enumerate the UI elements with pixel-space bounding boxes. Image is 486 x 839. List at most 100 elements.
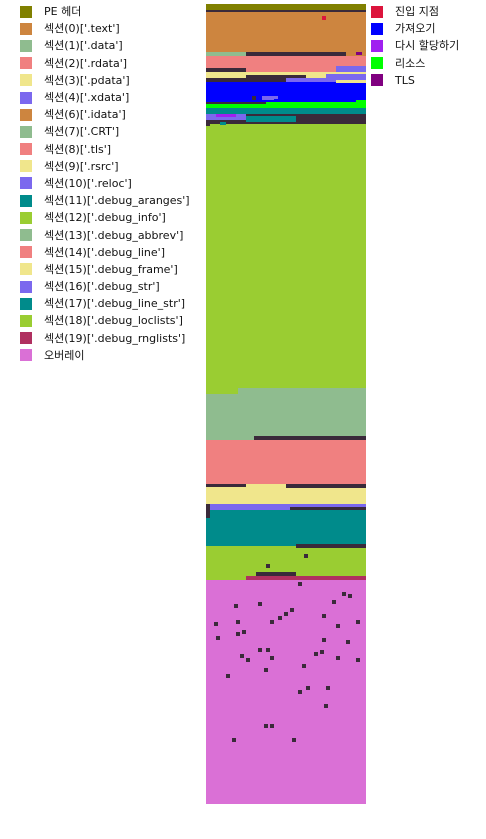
section-legend-item: 섹션(6)['.idata']	[20, 106, 190, 123]
byte-mark	[336, 624, 340, 628]
byte-mark	[266, 648, 270, 652]
legend-label: 진입 지점	[395, 5, 439, 19]
section-legend-item: 섹션(19)['.debug_rnglists']	[20, 330, 190, 347]
byte-mark	[290, 608, 294, 612]
detail-strip	[326, 74, 366, 78]
byte-mark	[258, 648, 262, 652]
byte-mark	[298, 690, 302, 694]
detail-strip	[206, 96, 286, 99]
color-swatch	[371, 57, 383, 70]
color-swatch	[20, 57, 32, 70]
legend-label: TLS	[395, 73, 415, 87]
section-legend-item: 섹션(12)['.debug_info']	[20, 209, 190, 226]
section-legend-item: 섹션(13)['.debug_abbrev']	[20, 226, 190, 243]
byte-mark	[304, 554, 308, 558]
section-legend-item: 섹션(4)['.xdata']	[20, 89, 190, 106]
detail-strip	[206, 10, 366, 12]
section-legend-item: 섹션(17)['.debug_line_str']	[20, 295, 190, 312]
detail-strip	[336, 66, 366, 72]
byte-mark	[270, 620, 274, 624]
byte-mark	[246, 658, 250, 662]
entry-point-marker	[322, 16, 326, 20]
debug-str-band	[206, 504, 366, 510]
byte-mark	[242, 630, 246, 634]
color-swatch	[20, 177, 32, 190]
detail-strip	[206, 504, 210, 518]
byte-mark	[214, 622, 218, 626]
section-legend-item: PE 헤더	[20, 3, 190, 20]
color-swatch	[20, 314, 32, 327]
byte-mark	[322, 614, 326, 618]
marker-legend-item: 다시 할당하기	[371, 37, 459, 54]
detail-strip	[206, 102, 266, 104]
detail-strip	[220, 122, 226, 125]
byte-mark	[232, 738, 236, 742]
detail-strip	[254, 436, 366, 440]
legend-label: 오버레이	[44, 348, 85, 362]
detail-strip	[290, 507, 366, 510]
color-swatch	[20, 91, 32, 104]
legend-label: 섹션(2)['.rdata']	[44, 56, 128, 70]
byte-mark	[236, 632, 240, 636]
section-legend-item: 섹션(15)['.debug_frame']	[20, 261, 190, 278]
resources-band	[206, 102, 366, 108]
legend-label: 섹션(6)['.idata']	[44, 108, 126, 122]
byte-mark	[226, 674, 230, 678]
byte-mark	[336, 656, 340, 660]
debug-frame-band	[206, 484, 366, 504]
legend-label: 섹션(9)['.rsrc']	[44, 159, 119, 173]
byte-mark	[264, 724, 268, 728]
section-legend-item: 섹션(1)['.data']	[20, 37, 190, 54]
detail-strip	[206, 72, 336, 75]
byte-mark	[284, 612, 288, 616]
detail-strip	[296, 544, 366, 548]
byte-mark	[326, 686, 330, 690]
pixel-mark	[252, 96, 256, 100]
legend-label: 섹션(0)['.text']	[44, 22, 120, 36]
detail-strip	[206, 388, 238, 394]
legend-label: 섹션(3)['.pdata']	[44, 73, 130, 87]
detail-strip	[356, 52, 362, 55]
detail-strip	[246, 116, 296, 122]
debug-loclists-band	[206, 546, 366, 576]
color-swatch	[20, 74, 32, 87]
detail-strip	[336, 80, 366, 83]
byte-mark	[270, 656, 274, 660]
section-legend-item: 섹션(18)['.debug_loclists']	[20, 312, 190, 329]
byte-mark	[314, 652, 318, 656]
detail-strip	[306, 4, 366, 6]
legend-label: 섹션(12)['.debug_info']	[44, 211, 166, 225]
byte-mark	[320, 650, 324, 654]
detail-strip	[206, 576, 246, 580]
section-legend-item: 섹션(14)['.debug_line']	[20, 244, 190, 261]
byte-mark	[322, 638, 326, 642]
byte-mark	[236, 620, 240, 624]
legend-label: 섹션(14)['.debug_line']	[44, 245, 165, 259]
header-band	[206, 4, 366, 12]
color-swatch	[20, 108, 32, 121]
color-swatch	[371, 39, 383, 52]
marker-legend-item: 진입 지점	[371, 3, 459, 20]
color-swatch	[20, 280, 32, 293]
text-band	[206, 12, 366, 52]
legend-label: 섹션(11)['.debug_aranges']	[44, 194, 190, 208]
section-legend-item: 오버레이	[20, 347, 190, 364]
detail-strip	[206, 484, 246, 487]
legend-label: 섹션(10)['.reloc']	[44, 176, 132, 190]
debug-line-str-band	[206, 510, 366, 546]
color-swatch	[20, 332, 32, 345]
legend-label: PE 헤더	[44, 5, 82, 19]
legend-label: 섹션(1)['.data']	[44, 39, 123, 53]
detail-strip	[296, 116, 366, 124]
byte-mark	[356, 658, 360, 662]
byte-mark	[306, 686, 310, 690]
legend-label: 섹션(19)['.debug_rnglists']	[44, 331, 186, 345]
byte-mark	[346, 640, 350, 644]
byte-mark	[258, 602, 262, 606]
legend-label: 섹션(15)['.debug_frame']	[44, 262, 178, 276]
color-swatch	[20, 211, 32, 224]
byte-mark	[234, 604, 238, 608]
binary-layout-map	[206, 4, 366, 804]
byte-mark	[278, 616, 282, 620]
legend-label: 섹션(8)['.tls']	[44, 142, 112, 156]
